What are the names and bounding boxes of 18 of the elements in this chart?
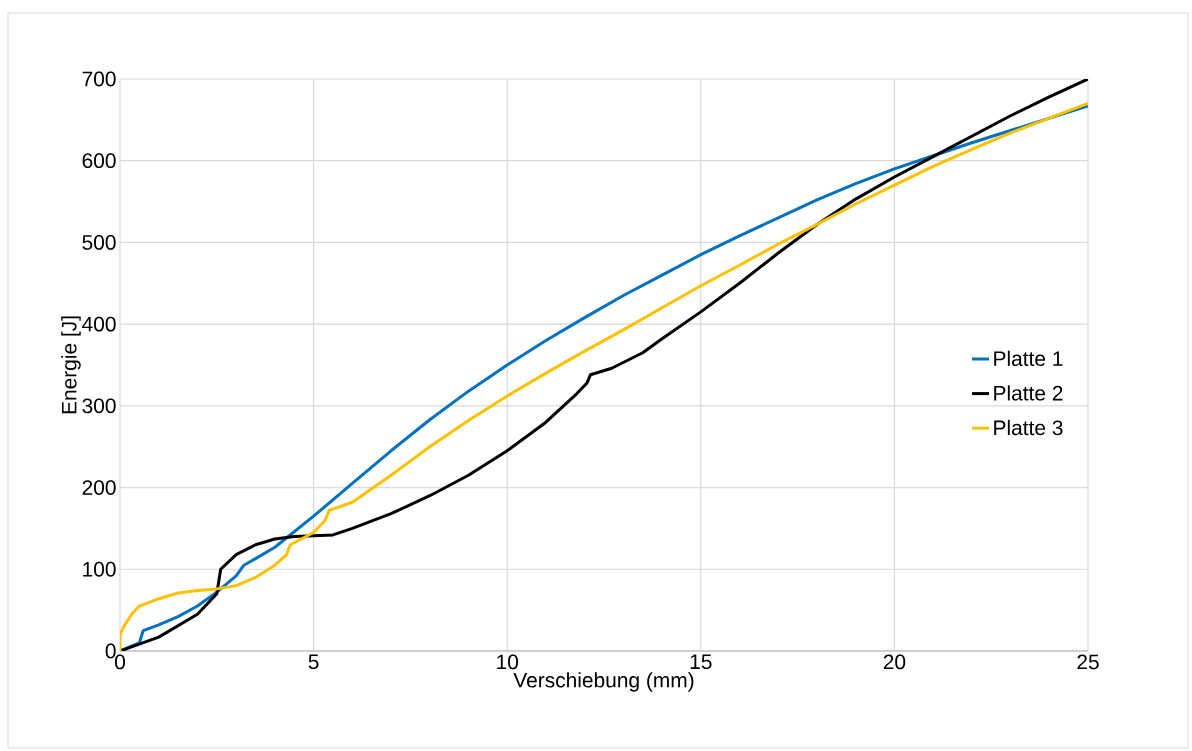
x-tick-label: 10: [497, 654, 519, 670]
y-tick-label: 400: [82, 316, 116, 332]
y-tick-label: 100: [83, 561, 116, 577]
y-tick-label: 500: [82, 235, 116, 250]
legend-label: Platte 3: [994, 419, 1063, 436]
legend-label: Platte 2: [994, 385, 1063, 401]
legend-label: Platte 1: [994, 350, 1063, 367]
y-tick-label: 700: [82, 71, 116, 87]
y-tick-label: 600: [82, 153, 116, 169]
x-tick-label: 15: [690, 654, 712, 670]
x-tick-label: 5: [308, 654, 319, 670]
x-axis-title: Verschiebung (mm): [513, 672, 694, 692]
y-tick-label: 300: [82, 398, 116, 414]
y-axis-title: Energie [J]: [61, 316, 81, 414]
y-tick-label: 0: [105, 643, 116, 659]
x-tick-label: 25: [1077, 654, 1099, 670]
x-tick-label: 20: [883, 654, 906, 670]
y-tick-label: 200: [82, 480, 116, 495]
